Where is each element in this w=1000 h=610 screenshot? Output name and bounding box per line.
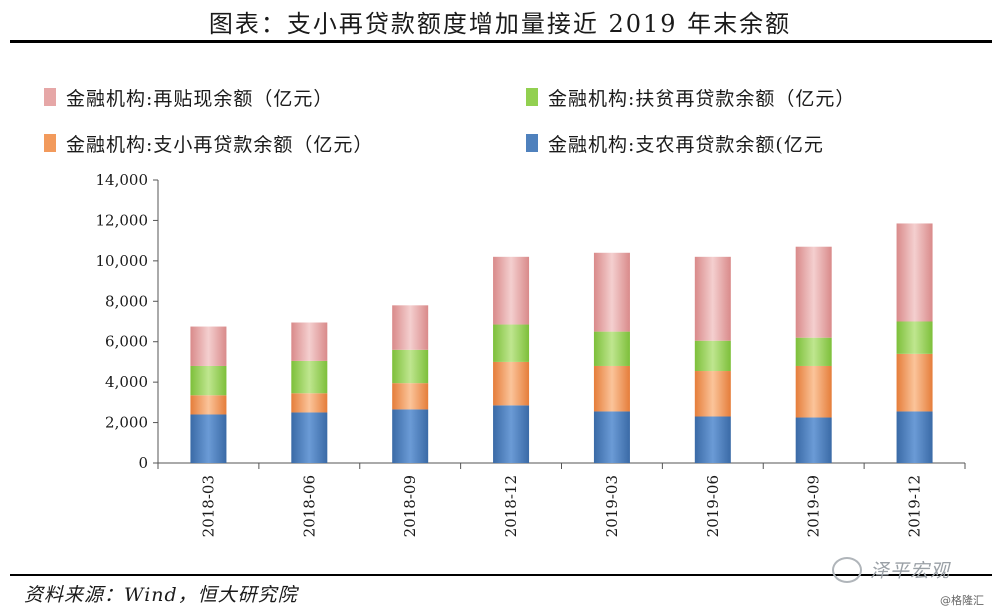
- bar-segment-series-3: [795, 246, 832, 338]
- legend-swatch-rediscount: [44, 88, 56, 106]
- bar-stack-2019-09: [795, 246, 832, 463]
- bar-segment-series-0: [795, 417, 832, 463]
- legend-label-small: 金融机构:支小再贷款余额（亿元）: [66, 133, 374, 156]
- y-tick-label: 10,000: [96, 252, 149, 270]
- bar-segment-series-0: [291, 412, 328, 463]
- corner-watermark: @格隆汇: [940, 594, 984, 607]
- legend-item-agri: 金融机构:支农再贷款余额(亿元: [526, 130, 824, 156]
- x-tick-label: 2018-12: [502, 475, 520, 537]
- bar-segment-series-3: [694, 256, 731, 341]
- bar-segment-series-2: [795, 337, 832, 366]
- wechat-icon: [832, 556, 862, 583]
- bar-segment-series-0: [896, 411, 933, 463]
- footer-divider: [10, 574, 992, 576]
- x-tick-label: 2018-06: [300, 475, 318, 537]
- bar-segment-series-3: [896, 223, 933, 322]
- bar-segment-series-2: [896, 321, 933, 354]
- y-axis: 0 2,000 4,000 6,000 8,000 10,000 12,000 14,000: [96, 171, 159, 472]
- y-tick-label: 2,000: [105, 414, 148, 432]
- legend-label-agri: 金融机构:支农再贷款余额(亿元: [548, 133, 824, 156]
- bar-segment-series-0: [392, 409, 429, 463]
- watermark-text: 泽平宏观: [870, 560, 951, 582]
- bar-segment-series-2: [694, 340, 731, 372]
- x-tick-label: 2019-09: [805, 475, 823, 537]
- bar-stack-2018-03: [190, 326, 227, 463]
- bar-segment-series-1: [392, 383, 429, 410]
- title-divider: [10, 40, 992, 43]
- bar-stack-2018-09: [392, 305, 429, 463]
- bar-segment-series-0: [593, 411, 630, 463]
- bar-segment-series-2: [291, 360, 328, 394]
- x-axis: 2018-03 2018-06 2018-09 2018-12 2019-03 2019-…: [157, 462, 966, 537]
- legend-item-poverty: 金融机构:扶贫再贷款余额（亿元）: [526, 84, 855, 110]
- bar-segment-series-1: [896, 353, 933, 412]
- bar-segment-series-0: [694, 416, 731, 463]
- bar-segment-series-2: [493, 324, 530, 362]
- bar-segment-series-2: [190, 365, 227, 396]
- bar-segment-series-1: [291, 393, 328, 413]
- watermark: 泽平宏观: [832, 556, 950, 583]
- legend-swatch-small: [44, 134, 56, 152]
- bar-segment-series-3: [392, 305, 429, 350]
- y-tick-label: 0: [138, 454, 148, 472]
- source-note: 资料来源：Wind，恒大研究院: [24, 584, 298, 606]
- y-tick-label: 12,000: [96, 211, 149, 229]
- x-tick-label: 2019-03: [603, 475, 621, 537]
- bar-stack-2019-03: [593, 252, 630, 463]
- legend-swatch-poverty: [526, 88, 538, 106]
- bar-segment-series-1: [694, 371, 731, 417]
- y-tick-label: 8,000: [105, 292, 148, 310]
- bar-segment-series-1: [190, 395, 227, 415]
- legend-label-poverty: 金融机构:扶贫再贷款余额（亿元）: [548, 87, 856, 110]
- legend-item-rediscount: 金融机构:再贴现余额（亿元）: [44, 84, 333, 110]
- bar-stack-2019-12: [896, 223, 933, 463]
- x-tick-label: 2018-09: [401, 475, 419, 537]
- legend-item-small: 金融机构:支小再贷款余额（亿元）: [44, 130, 373, 156]
- stacked-bar-chart: 02,0004,0006,0008,00010,00012,00014,000 …: [96, 171, 966, 537]
- legend-swatch-agri: [526, 134, 538, 152]
- page-title: 图表：支小再贷款额度增加量接近 2019 年末余额: [208, 10, 792, 38]
- bar-segment-series-1: [493, 361, 530, 406]
- y-tick-label: 6,000: [105, 333, 148, 351]
- x-tick-label: 2019-06: [704, 475, 722, 537]
- bar-segment-series-0: [190, 414, 227, 463]
- x-tick-label: 2019-12: [906, 475, 924, 537]
- bar-stacks: [190, 223, 933, 463]
- legend-label-rediscount: 金融机构:再贴现余额（亿元）: [66, 87, 334, 110]
- bar-segment-series-1: [593, 365, 630, 412]
- bar-segment-series-2: [593, 331, 630, 366]
- bar-segment-series-3: [291, 322, 328, 361]
- bar-stack-2018-12: [493, 256, 530, 463]
- bar-segment-series-1: [795, 365, 832, 418]
- bar-segment-series-3: [593, 252, 630, 332]
- bar-segment-series-3: [493, 256, 530, 325]
- x-tick-label: 2018-03: [199, 475, 217, 537]
- bar-stack-2018-06: [291, 322, 328, 463]
- bar-segment-series-3: [190, 326, 227, 366]
- y-tick-label: 4,000: [105, 373, 148, 391]
- bar-stack-2019-06: [694, 256, 731, 463]
- bar-segment-series-2: [392, 349, 429, 384]
- bar-segment-series-0: [493, 405, 530, 463]
- y-tick-label: 14,000: [96, 171, 149, 189]
